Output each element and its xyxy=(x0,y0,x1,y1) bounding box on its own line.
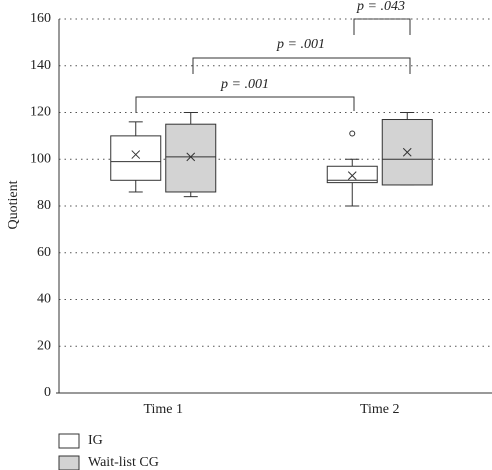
flier xyxy=(349,130,356,137)
x-tick-label: Time 2 xyxy=(360,402,400,417)
mean-marker xyxy=(402,147,412,157)
y-tick-label: 140 xyxy=(30,58,51,73)
legend-label: IG xyxy=(88,433,103,448)
y-tick-label: 120 xyxy=(30,105,51,120)
annotation: p = .043 xyxy=(356,0,405,14)
y-tick-label: 80 xyxy=(37,198,51,213)
x-tick-label: Time 1 xyxy=(143,402,183,417)
box xyxy=(165,123,217,193)
brackets xyxy=(135,18,411,113)
mean-marker xyxy=(347,171,357,180)
annotation: p = .001 xyxy=(276,37,325,52)
y-tick-label: 160 xyxy=(30,11,51,26)
box xyxy=(326,165,378,184)
y-axis-label: Quotient xyxy=(6,180,21,229)
annotation: p = .001 xyxy=(220,77,269,92)
y-tick-label: 60 xyxy=(37,245,51,260)
y-tick-label: 40 xyxy=(37,292,51,307)
legend-swatch xyxy=(58,433,80,449)
bracket xyxy=(135,96,355,113)
legend-label: Wait-list CG xyxy=(88,455,159,470)
box xyxy=(110,135,162,181)
bracket xyxy=(192,57,411,74)
bracket xyxy=(353,18,411,35)
y-tick-label: 0 xyxy=(44,385,51,400)
legend-swatch xyxy=(58,455,80,470)
mean-marker xyxy=(131,150,141,159)
mean-marker xyxy=(186,152,196,162)
y-tick-label: 20 xyxy=(37,338,51,353)
y-tick-label: 100 xyxy=(30,151,51,166)
